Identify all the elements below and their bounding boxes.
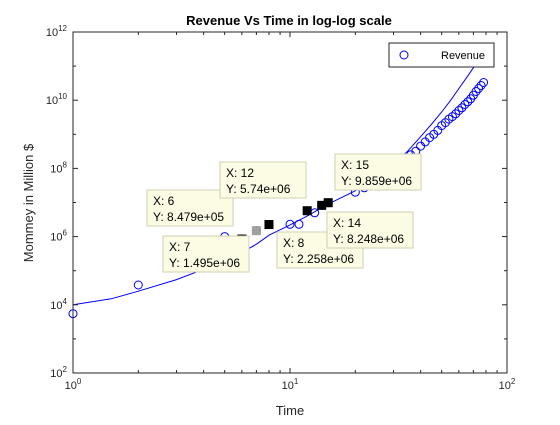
data-point[interactable] xyxy=(447,112,457,122)
data-point[interactable] xyxy=(471,87,481,96)
y-tick-label: 1010 xyxy=(46,92,68,107)
datatip-y-label: Y: 5.74e+06 xyxy=(226,182,291,196)
data-point[interactable] xyxy=(463,97,473,107)
datatip-marker[interactable] xyxy=(264,220,274,230)
datatip-box xyxy=(219,161,307,199)
y-tick-label: 104 xyxy=(50,297,67,312)
datatip[interactable]: X: 15 Y: 9.859e+06 xyxy=(323,153,422,208)
datatip-y-label: Y: 9.859e+06 xyxy=(341,174,412,188)
data-point[interactable] xyxy=(133,280,143,290)
legend[interactable]: Revenue xyxy=(388,42,495,68)
datatip[interactable]: X: 6 Y: 8.479e+05 xyxy=(146,189,247,244)
datatip-marker[interactable] xyxy=(323,198,333,208)
datatip-marker[interactable] xyxy=(317,200,327,210)
datatip[interactable]: X: 14 Y: 8.248e+06 xyxy=(317,200,414,249)
datatip-box xyxy=(334,153,422,191)
datatip-box xyxy=(326,211,414,249)
data-point[interactable] xyxy=(454,106,464,115)
datatip-y-label: Y: 8.479e+05 xyxy=(153,210,224,224)
datatip-x-label: X: 15 xyxy=(341,158,369,172)
datatips-layer[interactable]: X: 6 Y: 8.479e+05 X: 7 Y: 1.495e+06 X: 8 Y: 2… xyxy=(146,153,422,273)
y-axis-label: Mommey in Million $ xyxy=(21,143,36,262)
data-point[interactable] xyxy=(294,219,304,229)
x-axis-label: Time xyxy=(276,403,304,418)
plot-area xyxy=(73,32,507,373)
legend-box xyxy=(388,42,495,68)
x-tick-label: 101 xyxy=(282,377,299,392)
y-tick-label: 1012 xyxy=(46,24,68,39)
legend-marker-revenue xyxy=(399,50,409,60)
data-point[interactable] xyxy=(457,103,467,113)
data-point[interactable] xyxy=(451,109,461,119)
axes-layer: 100 101 102 102 104 106 108 1010 1012 xyxy=(46,24,516,392)
datatip-y-label: Y: 1.495e+06 xyxy=(169,256,240,270)
datatip[interactable]: X: 7 Y: 1.495e+06 xyxy=(162,226,261,273)
datatip-marker[interactable] xyxy=(251,226,261,236)
data-point[interactable] xyxy=(285,219,295,229)
x-tick-label: 102 xyxy=(499,377,516,392)
datatip-x-label: X: 6 xyxy=(153,194,175,208)
datatip-marker[interactable] xyxy=(302,206,312,216)
legend-label-revenue: Revenue xyxy=(441,50,485,62)
data-point[interactable] xyxy=(476,81,486,90)
datatip-x-label: X: 8 xyxy=(283,236,305,250)
data-point[interactable] xyxy=(479,78,489,87)
x-tick-label: 100 xyxy=(65,377,82,392)
datatip-x-label: X: 14 xyxy=(333,216,361,230)
chart-title: Revenue Vs Time in log-log scale xyxy=(186,13,392,28)
datatip-y-label: Y: 2.258e+06 xyxy=(283,252,354,266)
data-point[interactable] xyxy=(460,100,470,109)
datatip-box xyxy=(146,189,234,227)
datatip-x-label: X: 12 xyxy=(226,166,254,180)
y-tick-label: 106 xyxy=(50,229,67,244)
y-tick-label: 102 xyxy=(50,365,67,380)
datatip-x-label: X: 7 xyxy=(169,240,191,254)
data-point[interactable] xyxy=(474,84,484,93)
datatip-box xyxy=(162,235,250,273)
y-tick-label: 108 xyxy=(50,160,67,175)
datatip[interactable]: X: 12 Y: 5.74e+06 xyxy=(219,161,312,216)
datatip-y-label: Y: 8.248e+06 xyxy=(333,232,404,246)
